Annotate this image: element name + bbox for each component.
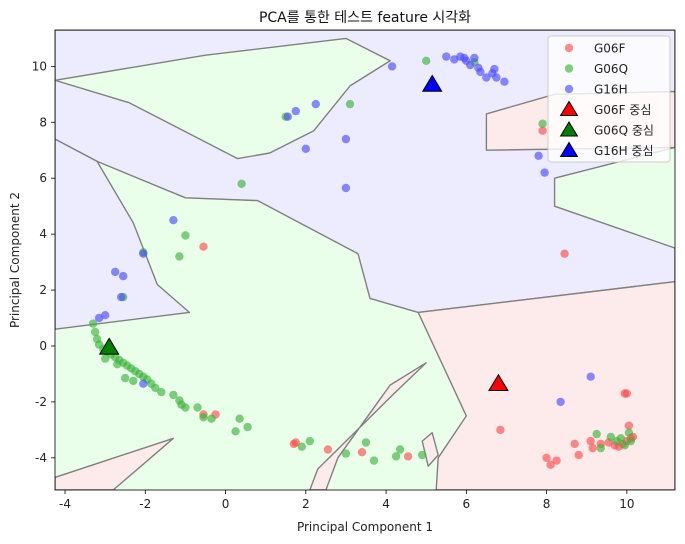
point-g06q-53 [625,429,633,437]
point-g06q-39 [298,443,306,451]
point-g06f-3 [496,426,504,434]
legend-label: G06F [594,42,626,56]
point-g16h-16 [284,113,292,121]
point-g16h-11 [492,73,500,81]
point-g06q-6 [181,231,189,239]
point-g06q-32 [181,403,189,411]
point-g16h-26 [117,293,125,301]
y-tick-label: -2 [35,395,47,409]
legend-label: G16H 중심 [594,144,654,158]
x-axis-title: Principal Component 1 [297,520,433,534]
legend-marker-g06f [565,44,573,52]
y-tick-label: 2 [39,283,47,297]
point-g06q-56 [113,360,121,368]
legend-label: G06F 중심 [594,103,651,117]
point-g06f-12 [575,451,583,459]
x-tick-label: 10 [619,497,634,511]
legend-marker-g06q [565,64,573,72]
point-g06f-25 [623,389,631,397]
x-tick-label: 0 [222,497,230,511]
point-g16h-19 [342,135,350,143]
point-g06f-5 [290,440,298,448]
point-g16h-6 [466,61,474,69]
point-g06q-57 [101,354,109,362]
point-g16h-27 [119,272,127,280]
y-tick-label: -4 [35,451,47,465]
point-g16h-1 [442,52,450,60]
x-tick-label: -2 [139,497,151,511]
point-g06q-37 [231,427,239,435]
point-g06f-11 [571,440,579,448]
point-g06q-55 [121,374,129,382]
point-g16h-18 [302,145,310,153]
point-g16h-14 [470,54,478,62]
point-g06f-0 [199,243,207,251]
y-axis-title: Principal Component 2 [8,192,22,328]
point-g06q-1 [346,100,354,108]
point-g06q-2 [422,57,430,65]
point-g16h-21 [534,152,542,160]
point-g06f-14 [589,444,597,452]
point-g16h-29 [95,314,103,322]
point-g06f-2 [560,250,568,258]
point-g06q-41 [342,449,350,457]
point-g06q-28 [157,388,165,396]
point-g06f-28 [546,461,554,469]
legend-label: G06Q 중심 [594,124,654,138]
point-g06q-40 [306,437,314,445]
point-g16h-25 [111,268,119,276]
point-g06q-33 [193,403,201,411]
point-g16h-17 [312,100,320,108]
point-g06f-7 [358,448,366,456]
y-tick-label: 0 [39,339,47,353]
legend-marker-g16h [565,85,573,93]
legend: G06F G06Q G16H G06F 중심 G06Q 중심 G16H 중심 [548,36,670,162]
y-tick-label: 4 [39,227,47,241]
point-g06q-45 [396,445,404,453]
point-g06q-4 [538,120,546,128]
point-g16h-30 [139,380,147,388]
x-tick-label: -4 [59,497,71,511]
point-g06q-34 [199,413,207,421]
point-g06q-36 [235,415,243,423]
point-g16h-22 [540,168,548,176]
point-g16h-23 [169,216,177,224]
x-tick-label: 8 [543,497,551,511]
legend-label: G06Q [594,62,628,76]
point-g16h-20 [342,184,350,192]
point-g16h-12 [500,78,508,86]
point-g16h-0 [388,62,396,70]
x-tick-label: 6 [463,497,471,511]
point-g06q-5 [237,180,245,188]
x-tick-label: 2 [302,497,310,511]
point-g06q-46 [418,451,426,459]
x-tick-label: 4 [382,497,390,511]
legend-label: G16H [594,83,628,97]
point-g06q-47 [593,430,601,438]
point-g06q-38 [243,423,251,431]
point-g06q-48 [597,444,605,452]
point-g06f-6 [324,445,332,453]
y-tick-label: 10 [32,59,47,73]
point-g16h-13 [490,65,498,73]
point-g06q-54 [627,437,635,445]
point-g16h-31 [587,373,595,381]
point-g06f-8 [404,452,412,460]
y-tick-label: 8 [39,115,47,129]
point-g06q-35 [207,415,215,423]
chart-title: PCA를 통한 테스트 feature 시각화 [259,10,471,26]
point-g16h-15 [292,107,300,115]
point-g16h-24 [139,250,147,258]
point-g06q-7 [175,252,183,260]
y-tick-label: 6 [39,171,47,185]
point-g06q-58 [129,377,137,385]
point-g06q-43 [370,456,378,464]
point-g16h-32 [556,398,564,406]
point-g06q-42 [362,438,370,446]
